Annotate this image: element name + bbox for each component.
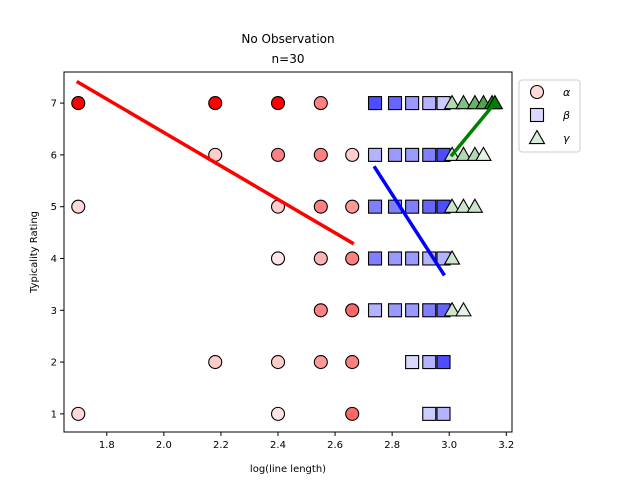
legend-marker-circle — [529, 84, 545, 100]
data-point-square — [422, 355, 437, 370]
data-point-square — [422, 199, 437, 214]
data-point-square — [367, 199, 383, 214]
data-point-square — [405, 303, 420, 318]
legend-frame — [518, 79, 581, 153]
data-point-triangle — [443, 301, 461, 317]
data-point-circle — [345, 251, 360, 266]
data-point-circle — [71, 199, 86, 214]
data-point-square — [387, 147, 403, 162]
data-point-circle — [313, 147, 328, 162]
data-point-circle — [345, 199, 360, 214]
data-point-triangle — [455, 198, 472, 213]
data-point-circle — [208, 355, 223, 370]
x-tick-label: 2.8 — [384, 440, 400, 451]
legend: αβγ — [518, 79, 581, 153]
data-point-circle — [71, 96, 86, 111]
legend-label: β — [562, 109, 570, 122]
y-tick-label: 2 — [51, 358, 57, 369]
legend-marker-triangle — [528, 129, 546, 145]
y-tick-label: 1 — [51, 409, 57, 420]
data-point-square — [405, 199, 420, 214]
data-point-square — [405, 96, 420, 111]
data-point-square — [387, 303, 403, 318]
chart-title: No Observation — [241, 32, 334, 46]
y-tick-label: 5 — [51, 202, 57, 213]
plot-area — [63, 71, 513, 433]
x-tick-label: 2.6 — [327, 440, 343, 451]
y-tick-label: 4 — [51, 254, 57, 265]
data-point-circle — [345, 303, 360, 318]
data-point-circle — [270, 147, 286, 162]
legend-marker-square — [529, 107, 545, 123]
data-point-square — [405, 147, 420, 162]
data-point-circle — [270, 251, 286, 266]
data-point-square — [422, 303, 437, 318]
x-tick-label: 3.2 — [498, 440, 514, 451]
x-tick-label: 3.0 — [441, 440, 457, 451]
plot-frame — [63, 71, 513, 433]
trend-line-square — [372, 165, 446, 277]
data-point-triangle — [443, 94, 461, 110]
data-point-square — [367, 96, 383, 111]
data-point-triangle — [455, 94, 472, 110]
data-point-circle — [345, 147, 360, 162]
data-point-circle — [313, 303, 328, 318]
data-point-square — [436, 355, 451, 370]
chart-subtitle: n=30 — [272, 52, 305, 66]
x-tick-label: 2.4 — [270, 440, 286, 451]
trend-lines-layer — [75, 79, 498, 277]
data-point-triangle — [455, 146, 472, 162]
data-point-square — [436, 406, 451, 421]
legend-label: α — [563, 86, 571, 99]
data-point-circle — [345, 406, 360, 421]
data-point-circle — [313, 251, 328, 266]
x-axis-ticks: 1.8 2.0 2.2 2.4 2.6 2.8 3.0 3.2 — [99, 432, 514, 451]
data-point-triangle — [443, 198, 461, 213]
data-point-circle — [313, 355, 328, 370]
y-axis-ticks: 1 2 3 4 5 6 7 — [51, 99, 64, 420]
data-point-circle — [313, 199, 328, 214]
trend-line-circle — [75, 79, 355, 246]
data-point-square — [367, 147, 383, 162]
y-tick-label: 3 — [51, 306, 57, 317]
y-tick-label: 6 — [51, 150, 57, 161]
x-tick-label: 2.2 — [213, 440, 229, 451]
data-point-square — [387, 251, 403, 266]
data-point-circle — [270, 406, 286, 421]
data-point-triangle — [455, 301, 472, 317]
data-point-triangle — [443, 249, 461, 265]
data-point-circle — [71, 406, 86, 421]
data-point-circle — [270, 355, 286, 370]
data-point-square — [422, 406, 437, 421]
data-point-square — [422, 96, 437, 111]
data-point-triangle — [475, 146, 492, 162]
data-point-square — [422, 147, 437, 162]
data-point-triangle — [466, 198, 484, 213]
data-points-layer — [71, 94, 504, 421]
data-point-square — [387, 96, 403, 111]
data-point-square — [367, 303, 383, 318]
data-point-circle — [345, 355, 360, 370]
legend-label: γ — [563, 132, 570, 145]
y-axis-label: Typicality Rating — [29, 211, 40, 294]
y-tick-label: 7 — [51, 99, 57, 110]
x-tick-label: 1.8 — [99, 440, 115, 451]
x-tick-label: 2.0 — [156, 440, 172, 451]
data-point-square — [405, 251, 420, 266]
data-point-circle — [208, 96, 223, 111]
x-axis-label: log(line length) — [250, 464, 326, 475]
data-point-square — [405, 355, 420, 370]
trend-line-triangle — [449, 100, 498, 158]
data-point-circle — [270, 96, 286, 111]
data-point-square — [367, 251, 383, 266]
data-point-circle — [313, 96, 328, 111]
